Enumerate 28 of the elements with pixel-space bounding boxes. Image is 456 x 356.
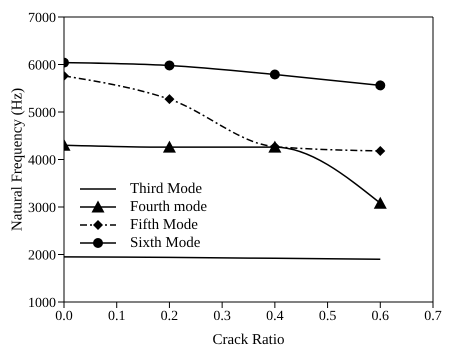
y-tick-label: 3000 — [28, 200, 56, 216]
x-tick-label: 0.7 — [424, 308, 442, 324]
point — [375, 80, 386, 90]
y-tick-label: 2000 — [28, 248, 56, 264]
legend-label: Third Mode — [130, 180, 202, 198]
y-tick-label: 4000 — [28, 153, 56, 168]
y-tick-label: 1000 — [28, 296, 56, 311]
point — [374, 196, 387, 209]
x-tick-label: 0.4 — [266, 308, 284, 324]
point — [162, 140, 176, 153]
legend-label: Sixth Mode — [130, 234, 200, 252]
y-tick-label: 7000 — [28, 10, 56, 26]
point — [270, 69, 280, 80]
x-tick-label: 0.1 — [108, 308, 126, 324]
point — [375, 146, 386, 156]
y-axis-title: Natural Frequency (Hz) — [9, 88, 26, 232]
legend-label: Fourth mode — [130, 198, 208, 216]
y-tick-label: 5000 — [28, 106, 56, 121]
x-tick-label: 0.6 — [372, 308, 390, 324]
x-tick-label: 0.2 — [160, 308, 178, 324]
legend-label: Fifth Mode — [130, 216, 198, 234]
y-tick-label: 6000 — [28, 58, 56, 74]
x-axis-title: Crack Ratio — [212, 332, 285, 348]
x-tick-label: 0.5 — [318, 308, 336, 324]
x-tick-label: 0.3 — [213, 308, 231, 324]
point — [164, 94, 174, 104]
x-tick-label: 0.0 — [55, 308, 73, 324]
point — [164, 60, 174, 70]
